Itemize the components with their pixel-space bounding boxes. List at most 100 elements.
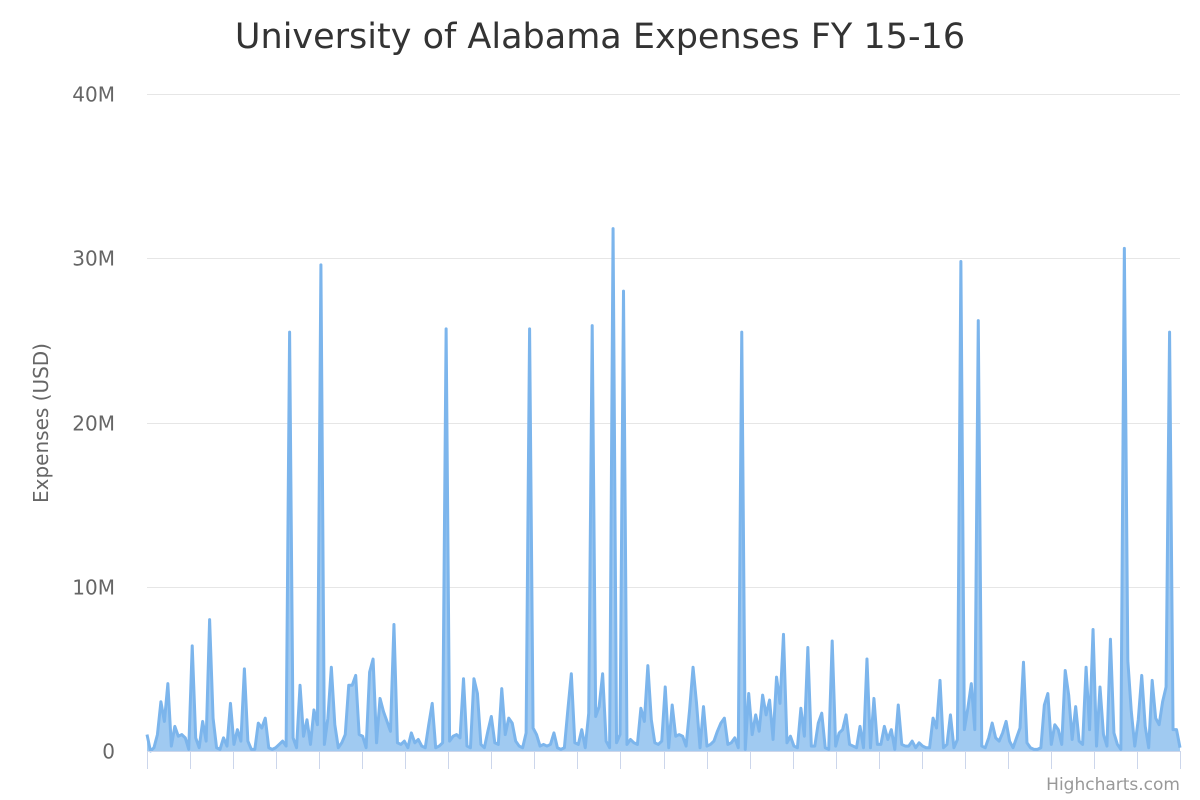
data-point[interactable] <box>1122 246 1126 250</box>
data-point[interactable] <box>1140 673 1144 677</box>
data-point[interactable] <box>677 733 681 737</box>
data-point[interactable] <box>994 736 998 740</box>
data-point[interactable] <box>413 741 417 745</box>
data-point[interactable] <box>291 736 295 740</box>
data-point[interactable] <box>649 718 653 722</box>
data-point[interactable] <box>1164 685 1168 689</box>
data-point[interactable] <box>851 744 855 748</box>
data-point[interactable] <box>510 721 514 725</box>
data-point[interactable] <box>841 728 845 732</box>
data-point[interactable] <box>587 711 591 715</box>
data-point[interactable] <box>1021 660 1025 664</box>
data-point[interactable] <box>239 739 243 743</box>
data-point[interactable] <box>757 729 761 733</box>
data-point[interactable] <box>1088 728 1092 732</box>
data-point[interactable] <box>340 741 344 745</box>
data-point[interactable] <box>552 731 556 735</box>
data-point[interactable] <box>1178 746 1182 750</box>
data-point[interactable] <box>875 742 879 746</box>
data-point[interactable] <box>1119 747 1123 751</box>
data-point[interactable] <box>980 744 984 748</box>
data-point[interactable] <box>771 738 775 742</box>
data-point[interactable] <box>611 227 615 231</box>
data-point[interactable] <box>969 682 973 686</box>
data-point[interactable] <box>399 742 403 746</box>
data-point[interactable] <box>761 693 765 697</box>
data-point[interactable] <box>722 716 726 720</box>
data-point[interactable] <box>503 733 507 737</box>
data-point[interactable] <box>531 726 535 730</box>
data-point[interactable] <box>444 327 448 331</box>
data-point[interactable] <box>708 742 712 746</box>
data-point[interactable] <box>222 736 226 740</box>
data-point[interactable] <box>848 742 852 746</box>
data-point[interactable] <box>882 724 886 728</box>
data-point[interactable] <box>872 696 876 700</box>
data-point[interactable] <box>322 742 326 746</box>
data-point[interactable] <box>1171 728 1175 732</box>
data-point[interactable] <box>253 747 257 751</box>
data-point[interactable] <box>1161 700 1165 704</box>
data-point[interactable] <box>507 716 511 720</box>
data-point[interactable] <box>298 683 302 687</box>
data-point[interactable] <box>802 734 806 738</box>
data-point[interactable] <box>778 701 782 705</box>
data-point[interactable] <box>1143 724 1147 728</box>
data-point[interactable] <box>1133 744 1137 748</box>
data-point[interactable] <box>1060 742 1064 746</box>
data-point[interactable] <box>455 733 459 737</box>
data-point[interactable] <box>594 715 598 719</box>
data-point[interactable] <box>733 736 737 740</box>
data-point[interactable] <box>479 742 483 746</box>
data-point[interactable] <box>441 741 445 745</box>
data-point[interactable] <box>639 706 643 710</box>
data-point[interactable] <box>656 742 660 746</box>
data-point[interactable] <box>159 700 163 704</box>
data-point[interactable] <box>524 731 528 735</box>
data-point[interactable] <box>364 746 368 750</box>
data-point[interactable] <box>1049 742 1053 746</box>
data-point[interactable] <box>973 728 977 732</box>
data-point[interactable] <box>660 739 664 743</box>
data-point[interactable] <box>232 742 236 746</box>
data-point[interactable] <box>284 744 288 748</box>
data-point[interactable] <box>903 744 907 748</box>
data-point[interactable] <box>781 632 785 636</box>
data-point[interactable] <box>736 746 740 750</box>
data-point[interactable] <box>319 263 323 267</box>
data-point[interactable] <box>187 747 191 751</box>
data-point[interactable] <box>1046 692 1050 696</box>
data-point[interactable] <box>357 733 361 737</box>
data-point[interactable] <box>868 746 872 750</box>
data-point[interactable] <box>1039 746 1043 750</box>
data-point[interactable] <box>907 744 911 748</box>
data-point[interactable] <box>893 747 897 751</box>
data-point[interactable] <box>663 685 667 689</box>
data-point[interactable] <box>921 744 925 748</box>
data-point[interactable] <box>500 687 504 691</box>
data-point[interactable] <box>1112 731 1116 735</box>
data-point[interactable] <box>1150 678 1154 682</box>
data-point[interactable] <box>1056 728 1060 732</box>
data-point[interactable] <box>555 746 559 750</box>
data-point[interactable] <box>1136 718 1140 722</box>
credits-link[interactable]: Highcharts.com <box>1046 775 1180 795</box>
data-point[interactable] <box>590 324 594 328</box>
data-point[interactable] <box>528 327 532 331</box>
data-point[interactable] <box>1015 736 1019 740</box>
data-point[interactable] <box>1175 728 1179 732</box>
data-point[interactable] <box>1126 659 1130 663</box>
data-point[interactable] <box>1129 710 1133 714</box>
data-point[interactable] <box>806 646 810 650</box>
data-point[interactable] <box>451 734 455 738</box>
data-point[interactable] <box>896 703 900 707</box>
data-point[interactable] <box>1091 627 1095 631</box>
data-point[interactable] <box>1147 746 1151 750</box>
data-point[interactable] <box>486 729 490 733</box>
data-point[interactable] <box>858 724 862 728</box>
data-point[interactable] <box>482 746 486 750</box>
data-point[interactable] <box>1095 744 1099 748</box>
data-point[interactable] <box>573 741 577 745</box>
data-point[interactable] <box>312 708 316 712</box>
data-point[interactable] <box>249 747 253 751</box>
